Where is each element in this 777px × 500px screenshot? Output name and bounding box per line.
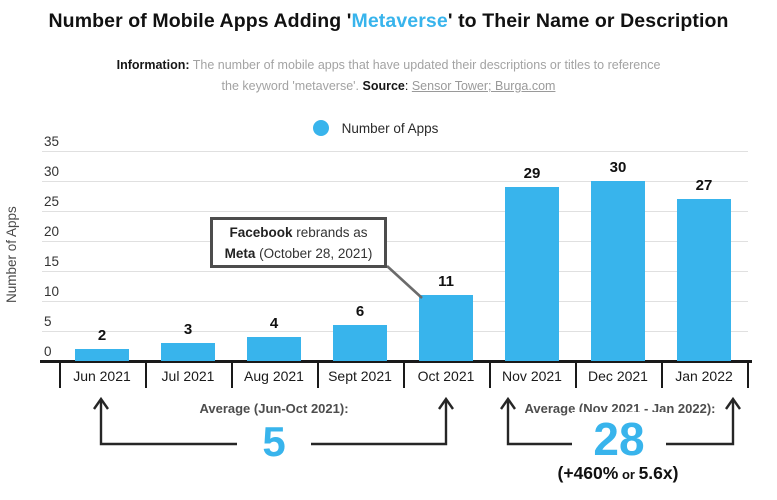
gridline-y-20: [42, 241, 748, 242]
bar-value-label: 4: [269, 315, 279, 332]
average-right-change: (+460% or 5.6x): [498, 463, 738, 484]
change-or: or: [618, 467, 639, 482]
y-tick-label-10: 10: [44, 284, 60, 299]
info-line-1: Information: The number of mobile apps t…: [0, 55, 777, 76]
x-category-label: Sept 2021: [328, 368, 392, 384]
bar-value-label: 3: [183, 321, 193, 338]
average-left-value: 5: [237, 418, 311, 466]
change-pre: (+460%: [557, 463, 619, 483]
bar-dec-2021[interactable]: [591, 181, 645, 361]
callout-line-1: Facebook rebrands as: [229, 222, 367, 243]
gridline-y-25: [42, 211, 748, 212]
info-text-1: The number of mobile apps that have upda…: [189, 58, 661, 72]
x-category-label: Dec 2021: [588, 368, 648, 384]
x-category-label: Jul 2021: [161, 368, 215, 384]
bar-oct-2021[interactable]: [419, 295, 473, 361]
x-axis-tick: [661, 362, 663, 388]
bar-nov-2021[interactable]: [505, 187, 559, 361]
x-axis-tick: [575, 362, 577, 388]
bar-value-label: 29: [523, 165, 541, 182]
x-axis-tick: [403, 362, 405, 388]
y-tick-label-20: 20: [44, 224, 60, 239]
legend[interactable]: Number of Apps: [0, 118, 777, 138]
y-tick-label-5: 5: [44, 314, 52, 329]
x-category-label: Aug 2021: [244, 368, 304, 384]
legend-circle-icon: [312, 120, 329, 136]
title-post: ' to Their Name or Description: [447, 10, 729, 32]
bar-sept-2021[interactable]: [333, 325, 387, 361]
average-left-label: Average (Jun-Oct 2021):: [199, 401, 349, 416]
bar-jun-2021[interactable]: [75, 349, 129, 361]
gridline-y-10: [42, 301, 748, 302]
bar-value-label: 11: [438, 273, 454, 290]
source-link[interactable]: Sensor Tower; Burga.com: [411, 79, 556, 93]
y-tick-label-25: 25: [44, 194, 60, 209]
x-category-label: Jun 2021: [73, 368, 131, 384]
info-line-2: the keyword 'metaverse'. Source: Sensor …: [0, 76, 777, 97]
callout-text-1: rebrands as: [292, 224, 368, 240]
bar-value-label: 6: [355, 303, 365, 320]
x-category-label: Oct 2021: [417, 368, 475, 384]
y-tick-label-0: 0: [44, 344, 52, 359]
gridline-y-5: [42, 331, 748, 332]
x-category-label: Nov 2021: [502, 368, 562, 384]
title-pre: Number of Mobile Apps Adding ': [48, 10, 352, 32]
callout-bold-meta: Meta: [224, 245, 256, 261]
page-title: Number of Mobile Apps Adding 'Metaverse'…: [0, 10, 777, 33]
legend-label: Number of Apps: [341, 120, 439, 136]
y-tick-label-30: 30: [44, 164, 60, 179]
x-axis-tick: [145, 362, 147, 388]
title-highlight: Metaverse: [351, 10, 448, 32]
x-axis-tick: [59, 362, 61, 388]
x-axis-tick: [231, 362, 233, 388]
source-colon: :: [404, 79, 412, 93]
facebook-meta-callout: Facebook rebrands as Meta (October 28, 2…: [210, 217, 387, 268]
average-right-value: 28: [572, 412, 666, 466]
change-post: 5.6x): [638, 463, 679, 483]
bar-aug-2021[interactable]: [247, 337, 301, 361]
y-tick-label-15: 15: [44, 254, 60, 269]
info-text-2: the keyword 'metaverse'.: [221, 79, 363, 93]
gridline-y-30: [42, 181, 748, 182]
x-axis-line: [40, 360, 752, 363]
x-category-label: Jan 2022: [675, 368, 733, 384]
bar-value-label: 2: [97, 327, 107, 344]
callout-text-2: (October 28, 2021): [255, 245, 373, 261]
gridline-y-35: [42, 151, 748, 152]
x-axis-tick: [317, 362, 319, 388]
info-block: Information: The number of mobile apps t…: [0, 55, 777, 97]
source-label: Source: [362, 79, 405, 93]
x-axis-tick: [489, 362, 491, 388]
bar-value-label: 30: [609, 159, 627, 176]
info-label: Information:: [116, 58, 190, 72]
callout-bold-facebook: Facebook: [229, 224, 293, 240]
y-tick-label-35: 35: [44, 134, 60, 149]
callout-line-2: Meta (October 28, 2021): [225, 243, 373, 264]
bar-jul-2021[interactable]: [161, 343, 215, 361]
bar-value-label: 27: [695, 177, 713, 194]
bar-jan-2022[interactable]: [677, 199, 731, 361]
x-axis-tick: [747, 362, 749, 388]
